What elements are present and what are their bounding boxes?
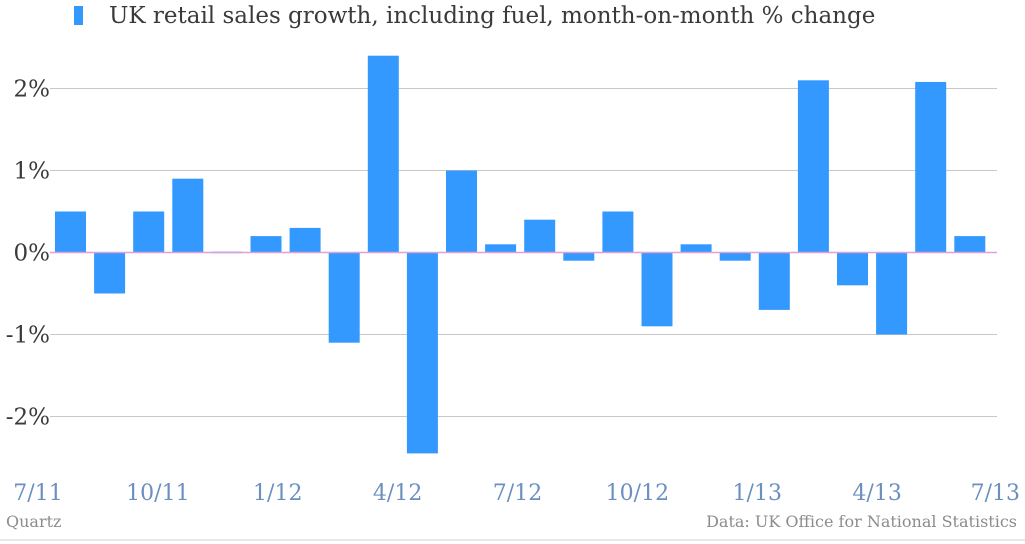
bar-4-13 — [876, 252, 908, 335]
credit-quartz: Quartz — [6, 512, 62, 531]
bar-11-12 — [680, 244, 712, 253]
bar-3-12 — [367, 55, 399, 253]
bar-10-11 — [172, 178, 204, 253]
bar-9-11 — [133, 211, 165, 253]
bar-12-12 — [719, 252, 751, 261]
x-tick-label: 1/13 — [733, 481, 782, 506]
bar-7-12 — [524, 219, 556, 253]
bar-2-13 — [797, 80, 829, 253]
bottom-rule — [0, 539, 1025, 541]
y-tick-label: 1% — [14, 159, 51, 185]
bar-12-11 — [250, 236, 282, 253]
y-tick-label: 0% — [14, 241, 51, 267]
bar-6-12 — [485, 244, 517, 253]
bar-5-13 — [915, 81, 947, 253]
x-tick-label: 10/12 — [606, 481, 669, 506]
gridlines — [50, 88, 997, 417]
x-tick-label: 7/11 — [13, 481, 62, 506]
legend-swatch — [74, 6, 83, 25]
x-axis-ticks: 7/11 10/11 1/12 4/12 7/12 10/12 1/13 4/13 7/13 — [13, 481, 1020, 506]
x-tick-label: 4/12 — [373, 481, 422, 506]
bar-1-12 — [289, 227, 321, 253]
legend-label: UK retail sales growth, including fuel, … — [109, 3, 876, 29]
x-tick-label: 1/12 — [253, 481, 302, 506]
bar-7-11 — [55, 211, 86, 253]
bar-4-12 — [406, 252, 438, 454]
x-tick-label: 7/13 — [971, 481, 1020, 506]
y-tick-label: -2% — [6, 405, 50, 431]
y-tick-label: -1% — [6, 323, 50, 349]
bar-10-12 — [641, 252, 673, 327]
bar-8-12 — [563, 252, 595, 261]
bars — [55, 55, 986, 454]
bar-8-11 — [94, 252, 126, 294]
y-axis-ticks: 2% 1% 0% -1% -2% — [6, 77, 50, 431]
x-tick-label: 7/12 — [493, 481, 542, 506]
bar-2-12 — [328, 252, 360, 343]
bar-1-13 — [758, 252, 790, 310]
bar-6-13 — [954, 236, 986, 253]
credit-data-source: Data: UK Office for National Statistics — [706, 512, 1017, 531]
y-tick-label: 2% — [14, 77, 51, 103]
bar-3-13 — [837, 252, 868, 286]
x-tick-label: 4/13 — [852, 481, 901, 506]
x-tick-label: 10/11 — [126, 481, 189, 506]
bar-5-12 — [446, 170, 477, 253]
bar-9-12 — [602, 211, 634, 253]
